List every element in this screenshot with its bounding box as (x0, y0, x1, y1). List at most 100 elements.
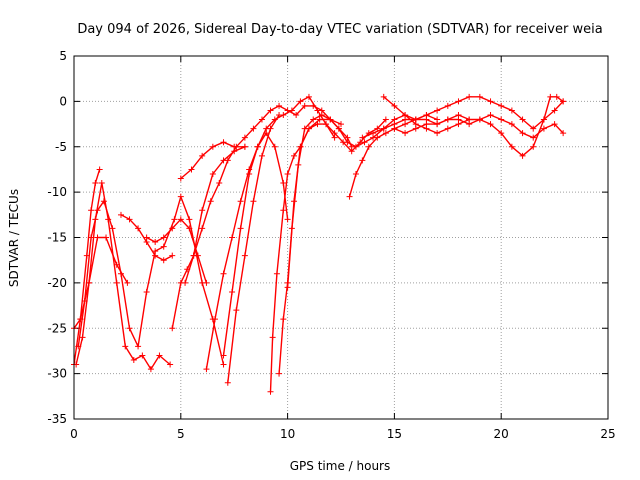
data-point (267, 388, 274, 395)
data-point (130, 357, 137, 364)
x-tick-label: 0 (70, 427, 78, 441)
data-point (117, 270, 124, 277)
data-point (250, 198, 257, 205)
series-track-13 (267, 116, 344, 395)
data-point (391, 102, 398, 109)
data-point (182, 279, 189, 286)
data-point (88, 234, 95, 241)
data-point (487, 111, 494, 118)
data-point (258, 116, 265, 123)
data-point (314, 121, 321, 128)
data-point (229, 288, 236, 295)
data-point (233, 307, 240, 314)
data-point (412, 125, 419, 132)
data-point (273, 270, 280, 277)
data-point (305, 93, 312, 100)
x-tick-label: 15 (387, 427, 402, 441)
data-point (186, 216, 193, 223)
data-point (380, 125, 387, 132)
data-point (199, 207, 206, 214)
data-point (352, 170, 359, 177)
data-point (220, 352, 227, 359)
data-point (169, 252, 176, 259)
data-point (297, 98, 304, 105)
data-point (188, 166, 195, 173)
data-point (370, 130, 377, 137)
series-trace (77, 195, 225, 366)
data-point (391, 116, 398, 123)
data-point (250, 125, 257, 132)
data-point (284, 216, 291, 223)
data-point (211, 316, 218, 323)
data-point (540, 116, 547, 123)
series-track-11 (224, 111, 283, 386)
grid-lines (74, 56, 608, 419)
data-point (103, 234, 110, 241)
data-point (209, 170, 216, 177)
data-point (224, 157, 231, 164)
y-tick-label: -30 (47, 367, 67, 381)
data-point (318, 111, 325, 118)
y-tick-label: 5 (59, 49, 67, 63)
data-point (276, 102, 283, 109)
data-point (267, 107, 274, 114)
y-tick-label: 0 (59, 94, 67, 108)
data-point (81, 298, 88, 305)
data-point (498, 130, 505, 137)
series-track-19 (391, 111, 567, 141)
series-track-12 (220, 93, 338, 359)
series-track-6 (143, 216, 210, 286)
data-point (476, 116, 483, 123)
data-point (288, 107, 295, 114)
data-point (224, 379, 231, 386)
data-point (94, 234, 101, 241)
data-point (269, 334, 276, 341)
data-point (374, 134, 381, 141)
data-point (560, 130, 567, 137)
x-axis-label: GPS time / hours (290, 459, 391, 473)
data-point (291, 198, 298, 205)
data-point (301, 102, 308, 109)
data-point (122, 343, 129, 350)
data-point (100, 198, 107, 205)
data-point (331, 130, 338, 137)
data-point (246, 170, 253, 177)
data-point (530, 134, 537, 141)
data-point (340, 139, 347, 146)
series-track-3 (73, 180, 174, 373)
data-point (160, 257, 167, 264)
data-point (291, 152, 298, 159)
data-point (487, 98, 494, 105)
data-point (126, 325, 133, 332)
data-point (263, 125, 270, 132)
y-tick-label: -35 (47, 412, 67, 426)
data-point (434, 107, 441, 114)
data-point (171, 216, 178, 223)
y-axis-label: SDTVAR / TECUs (7, 189, 21, 287)
data-point (553, 93, 560, 100)
series-trace (145, 218, 208, 284)
data-point (113, 279, 120, 286)
data-point (241, 134, 248, 141)
data-point (391, 125, 398, 132)
data-point (143, 288, 150, 295)
data-point (305, 125, 312, 132)
data-point (124, 279, 131, 286)
data-point (280, 111, 287, 118)
data-point (126, 216, 133, 223)
data-point (276, 370, 283, 377)
data-point (423, 121, 430, 128)
data-point (365, 143, 372, 150)
series-trace (205, 132, 289, 370)
data-point (476, 93, 483, 100)
data-point (359, 134, 366, 141)
data-point (487, 121, 494, 128)
data-point (209, 143, 216, 150)
data-point (444, 102, 451, 109)
series-trace (222, 96, 336, 357)
data-point (551, 107, 558, 114)
data-point (203, 366, 210, 373)
data-point (92, 180, 99, 187)
data-point (199, 152, 206, 159)
